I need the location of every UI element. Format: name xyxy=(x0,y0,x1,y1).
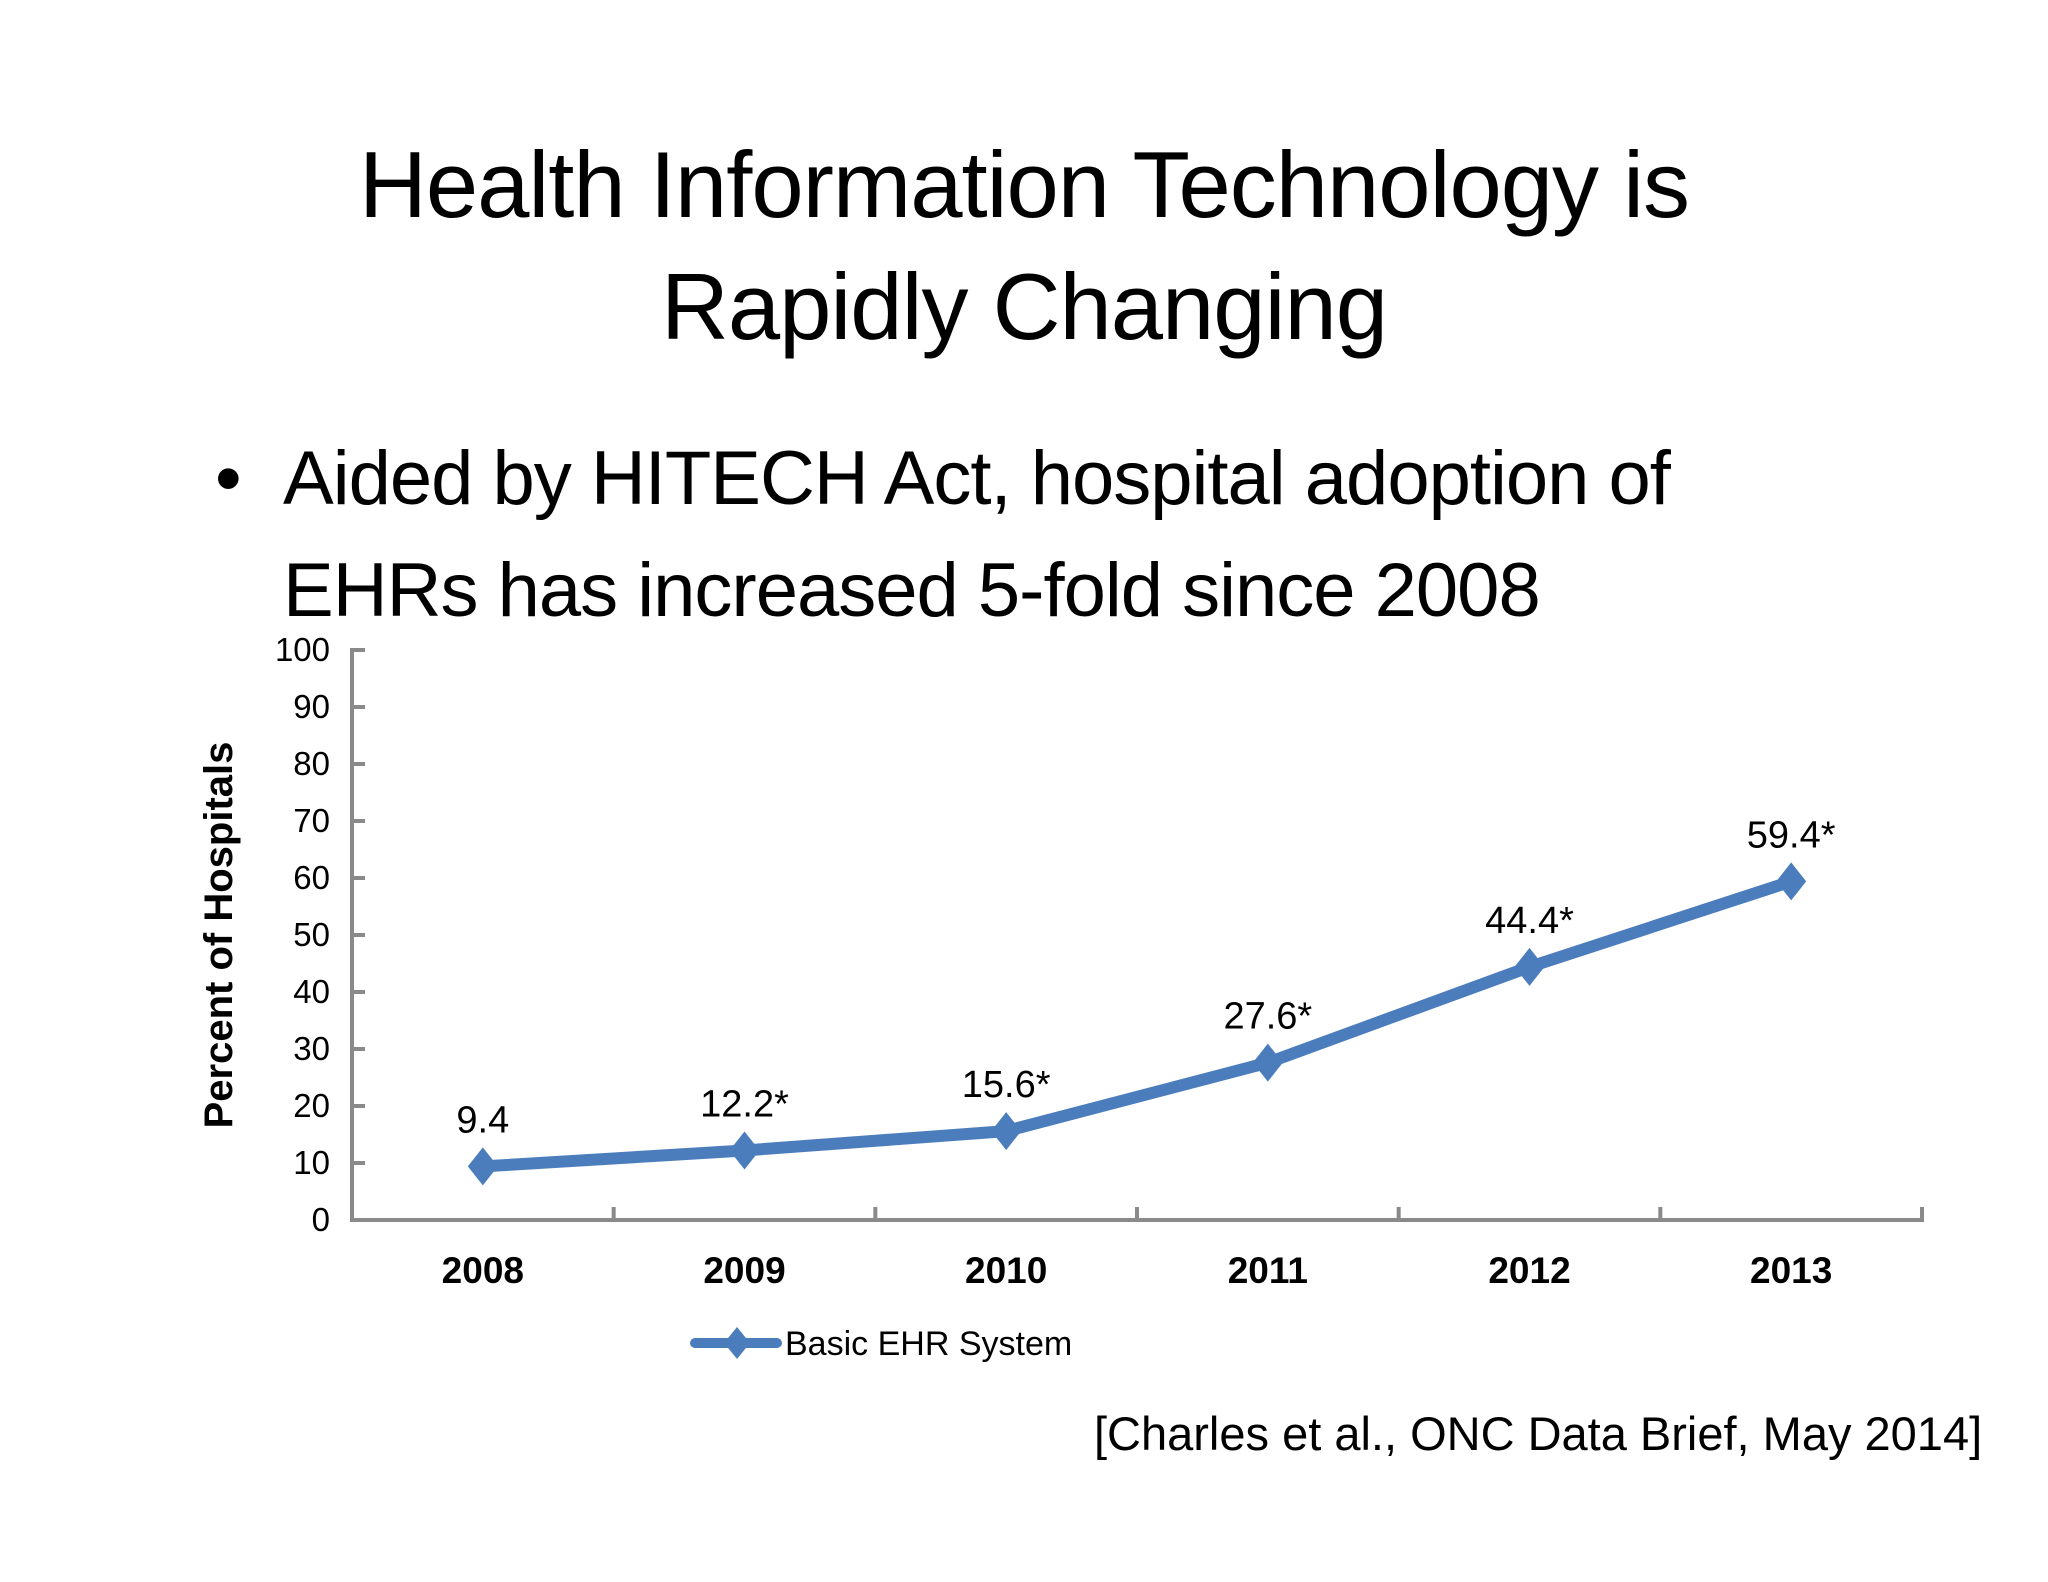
data-point-label: 59.4* xyxy=(1747,814,1836,856)
data-point-marker xyxy=(467,1147,498,1186)
data-point-label: 15.6* xyxy=(962,1064,1051,1106)
bullet-text: Aided by HITECH Act, hospital adoption o… xyxy=(283,436,1671,633)
data-point-marker xyxy=(991,1112,1022,1151)
y-axis-tick-label: 50 xyxy=(293,916,330,953)
citation: [Charles et al., ONC Data Brief, May 201… xyxy=(1094,1407,1983,1460)
legend-series-label: Basic EHR System xyxy=(785,1325,1072,1363)
y-axis-tick-label: 40 xyxy=(293,973,330,1010)
y-axis-tick-label: 10 xyxy=(293,1144,330,1181)
y-axis-tick-label: 70 xyxy=(293,802,330,839)
y-axis-tick-label: 0 xyxy=(312,1201,330,1238)
y-axis-tick-label: 80 xyxy=(293,745,330,782)
data-point-marker xyxy=(1776,862,1807,901)
data-point-marker xyxy=(1514,947,1545,986)
y-axis-title: Percent of Hospitals xyxy=(197,742,241,1129)
bullet-marker: • xyxy=(215,436,242,521)
y-axis-tick-label: 30 xyxy=(293,1030,330,1067)
data-point-label: 12.2* xyxy=(700,1083,789,1125)
x-axis-category-label: 2010 xyxy=(965,1250,1047,1291)
data-point-label: 9.4 xyxy=(456,1099,509,1141)
data-point-label: 44.4* xyxy=(1485,900,1574,942)
y-axis-tick-label: 90 xyxy=(293,688,330,725)
legend-marker-diamond xyxy=(724,1327,750,1359)
x-axis-category-label: 2012 xyxy=(1488,1250,1570,1291)
x-axis-category-label: 2009 xyxy=(703,1250,785,1291)
series-line xyxy=(476,875,1798,1173)
bullet-item: • Aided by HITECH Act, hospital adoption… xyxy=(215,423,1755,647)
x-axis-category-label: 2011 xyxy=(1228,1250,1308,1291)
y-axis-tick-label: 100 xyxy=(275,631,330,668)
x-axis-category-label: 2013 xyxy=(1750,1250,1832,1291)
y-axis-tick-label: 60 xyxy=(293,859,330,896)
data-point-label: 27.6* xyxy=(1223,996,1312,1038)
slide-title: Health Information Technology is Rapidly… xyxy=(358,132,1690,359)
data-point-marker xyxy=(729,1131,760,1170)
x-axis-category-label: 2008 xyxy=(442,1250,524,1291)
data-point-marker xyxy=(1252,1043,1283,1082)
y-axis-tick-label: 20 xyxy=(293,1087,330,1124)
